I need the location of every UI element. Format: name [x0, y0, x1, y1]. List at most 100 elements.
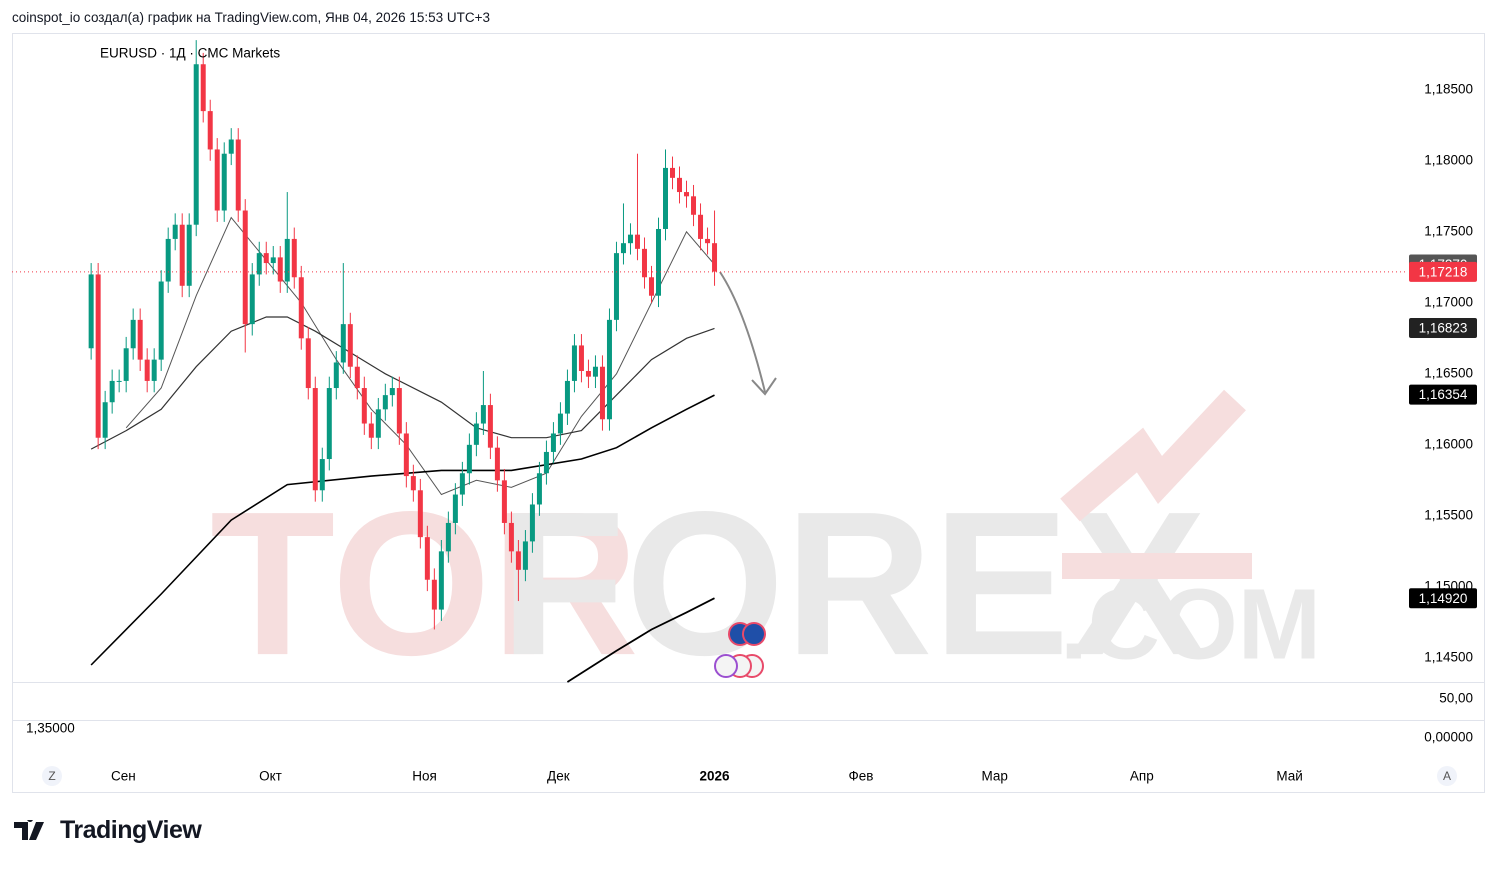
candle-body: [319, 459, 325, 491]
candle-body: [340, 324, 346, 363]
candle-body: [102, 402, 108, 438]
candle-body: [691, 196, 697, 215]
x-tick-label: Май: [1276, 769, 1302, 784]
forecast-arrowhead: [751, 377, 777, 396]
candle-body: [662, 167, 668, 229]
event-icons: [714, 622, 766, 678]
candle-body: [417, 490, 423, 538]
candle-body: [242, 210, 248, 325]
candle-body: [305, 338, 311, 389]
candle-body: [431, 579, 437, 610]
candle-body: [698, 214, 704, 239]
moving-average: [90, 394, 715, 666]
candle-body: [515, 551, 521, 570]
candle-body: [403, 433, 409, 477]
event-icon: [714, 654, 738, 678]
candle-body: [677, 177, 683, 193]
candle-body: [501, 480, 507, 523]
candle-body: [670, 167, 676, 178]
candle-body: [480, 405, 486, 424]
candle-body: [179, 224, 185, 286]
moving-average: [125, 216, 715, 496]
candle-body: [165, 238, 171, 282]
candle-body: [522, 541, 528, 570]
candle-body: [312, 388, 318, 491]
candle-body: [186, 224, 192, 286]
event-icon: [742, 622, 766, 646]
candle-body: [592, 366, 598, 377]
candle-body: [270, 257, 276, 264]
candle-body: [620, 243, 626, 254]
candle-body: [228, 139, 234, 154]
candle-body: [263, 253, 269, 264]
candle-body: [550, 433, 556, 452]
x-tick-label: Мар: [981, 769, 1007, 784]
x-tick-label: Апр: [1130, 769, 1154, 784]
candle-body: [200, 64, 206, 112]
candle-body: [438, 551, 444, 610]
candle-body: [571, 345, 577, 381]
watermark-bar: [1062, 553, 1252, 579]
logo-text: TradingView: [60, 816, 202, 844]
z-button-label[interactable]: Z: [48, 769, 55, 783]
candle-body: [298, 277, 304, 339]
candle-body: [648, 277, 654, 296]
candle-body: [193, 64, 199, 225]
z-button[interactable]: [42, 766, 62, 786]
logo-mark: [14, 819, 44, 840]
candle-body: [361, 388, 367, 424]
candle-body: [130, 319, 136, 349]
candle-body: [109, 380, 115, 403]
candle-body: [396, 388, 402, 434]
candle-body: [508, 522, 514, 552]
caption: coinspot_io создал(а) график на TradingV…: [12, 10, 491, 25]
price-badge: [1409, 384, 1477, 405]
candle-body: [564, 380, 570, 414]
candle-body: [277, 257, 283, 282]
price-badge-label: 1,16354: [1419, 387, 1468, 402]
candle-body: [214, 149, 220, 211]
candle-body: [599, 366, 605, 420]
candle-body: [172, 224, 178, 239]
pane-label: 50,00: [1439, 691, 1473, 706]
x-tick-label: Окт: [259, 769, 282, 784]
candle-body: [494, 447, 500, 481]
x-tick-label: Сен: [111, 769, 136, 784]
moving-average: [566, 597, 715, 683]
candle-body: [627, 234, 633, 244]
x-tick-label: Фев: [848, 769, 873, 784]
candle-body: [144, 359, 150, 381]
price-badge-label: 1,14920: [1419, 591, 1468, 606]
watermark-arrow: [1060, 389, 1246, 522]
candle-body: [410, 476, 416, 491]
candle-body: [578, 345, 584, 371]
a-button[interactable]: [1437, 766, 1457, 786]
candle-body: [158, 281, 164, 360]
watermark-text: TOR: [210, 469, 639, 698]
price-badge: [1409, 261, 1477, 282]
candle-body: [634, 234, 640, 249]
candle-body: [333, 362, 339, 389]
watermark-text: .COM: [1060, 568, 1321, 680]
candle-body: [641, 248, 647, 278]
candle-body: [487, 405, 493, 448]
y-tick-label: 1,17500: [1424, 223, 1473, 238]
price-badge-label: 1,17218: [1419, 264, 1468, 279]
candle-body: [459, 473, 465, 495]
plot: [88, 40, 718, 683]
candle-body: [445, 522, 451, 552]
candle-body: [137, 319, 143, 360]
candle-body: [529, 504, 535, 542]
y-tick-label: 1,16500: [1424, 365, 1473, 380]
candle-body: [712, 243, 718, 272]
a-button-label[interactable]: A: [1443, 769, 1451, 783]
candle-body: [473, 423, 479, 445]
candle-body: [368, 423, 374, 438]
candle-body: [382, 395, 388, 410]
y-tick-label: 1,15500: [1424, 507, 1473, 522]
y-tick-label: 1,17000: [1424, 294, 1473, 309]
x-tick-label: Дек: [547, 769, 570, 784]
forecast-arrow: [719, 271, 766, 393]
candle-body: [256, 253, 262, 275]
